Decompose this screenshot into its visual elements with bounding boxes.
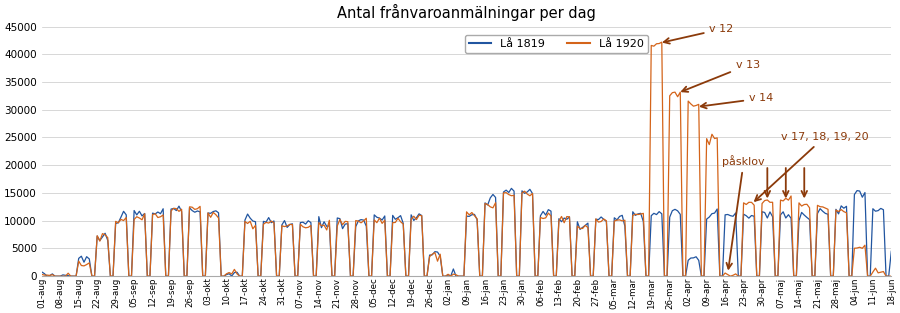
Text: påsklov: påsklov	[723, 155, 765, 269]
Lå 1920	[778, 199, 788, 203]
Line: Lå 1920: Lå 1920	[41, 42, 891, 276]
Line: Lå 1819: Lå 1819	[41, 188, 891, 276]
Text: v 13: v 13	[682, 60, 760, 92]
Text: v 17, 18, 19, 20: v 17, 18, 19, 20	[755, 132, 868, 201]
Lå 1819	[192, 209, 202, 213]
Title: Antal frånvaroanmälningar per dag: Antal frånvaroanmälningar per dag	[338, 4, 596, 21]
Text: v 12: v 12	[664, 24, 734, 44]
Lå 1819	[456, 274, 467, 278]
Lå 1819	[886, 249, 896, 253]
Lå 1819	[112, 221, 123, 225]
Lå 1920	[112, 221, 123, 225]
Lå 1920	[50, 274, 60, 278]
Lå 1920	[456, 274, 467, 278]
Lå 1819	[506, 187, 517, 190]
Lå 1819	[36, 270, 47, 274]
Lå 1920	[656, 40, 667, 44]
Lå 1819	[41, 274, 52, 278]
Lå 1819	[224, 272, 235, 276]
Lå 1920	[883, 274, 894, 278]
Lå 1920	[886, 274, 896, 278]
Lå 1920	[192, 207, 202, 211]
Lå 1920	[36, 272, 47, 276]
Lå 1819	[883, 274, 894, 278]
Lå 1920	[224, 271, 235, 275]
Legend: Lå 1819, Lå 1920: Lå 1819, Lå 1920	[464, 34, 648, 54]
Text: v 14: v 14	[701, 93, 773, 108]
Lå 1819	[778, 210, 788, 214]
